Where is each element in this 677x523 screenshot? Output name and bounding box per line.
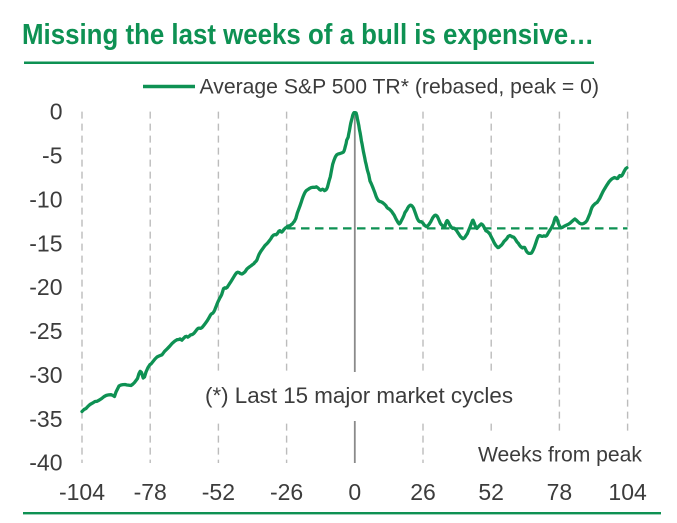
svg-text:Missing the last weeks of a bu: Missing the last weeks of a bull is expe… <box>22 19 594 51</box>
svg-text:-25: -25 <box>29 318 62 344</box>
svg-text:-20: -20 <box>29 274 62 300</box>
svg-text:-15: -15 <box>29 230 62 256</box>
svg-text:-26: -26 <box>270 479 303 505</box>
svg-text:52: 52 <box>478 479 504 505</box>
svg-text:-104: -104 <box>59 479 105 505</box>
svg-text:-40: -40 <box>29 450 62 476</box>
svg-text:-35: -35 <box>29 406 62 432</box>
svg-text:0: 0 <box>348 479 361 505</box>
svg-text:104: 104 <box>608 479 647 505</box>
svg-text:Weeks from peak: Weeks from peak <box>478 443 642 467</box>
svg-text:0: 0 <box>50 99 63 125</box>
svg-text:Average S&P 500 TR* (rebased,: Average S&P 500 TR* (rebased, peak = 0) <box>200 76 600 99</box>
svg-text:(*) Last 15 major market cycle: (*) Last 15 major market cycles <box>205 383 513 408</box>
svg-text:78: 78 <box>547 479 573 505</box>
svg-text:-30: -30 <box>29 362 62 388</box>
svg-text:26: 26 <box>410 479 436 505</box>
svg-text:-52: -52 <box>202 479 235 505</box>
svg-text:-78: -78 <box>134 479 167 505</box>
svg-text:-10: -10 <box>29 186 62 212</box>
svg-text:-5: -5 <box>42 143 62 169</box>
